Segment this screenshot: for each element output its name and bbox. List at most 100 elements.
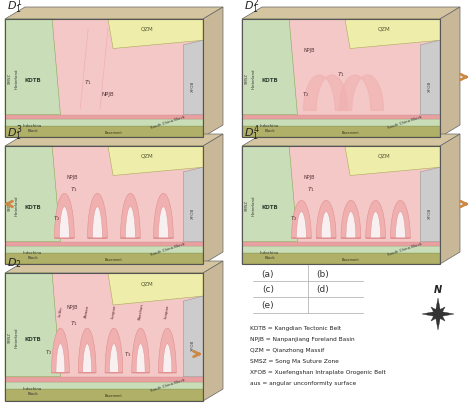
Text: Indochina
Block: Indochina Block	[260, 124, 279, 133]
Polygon shape	[108, 273, 203, 305]
Text: $D_1^2$: $D_1^2$	[244, 0, 259, 16]
Text: (b): (b)	[317, 269, 329, 278]
Polygon shape	[5, 273, 61, 377]
Polygon shape	[5, 147, 61, 242]
Polygon shape	[105, 328, 123, 373]
Text: $D_1^3$: $D_1^3$	[7, 123, 23, 143]
Text: $T_1$: $T_1$	[307, 184, 315, 193]
Text: Basement: Basement	[342, 130, 360, 135]
Text: $D_2$: $D_2$	[7, 256, 22, 270]
Text: SMSZ: SMSZ	[245, 73, 249, 84]
Polygon shape	[5, 8, 223, 20]
Polygon shape	[108, 147, 203, 176]
Text: $T_3$: $T_3$	[124, 349, 131, 358]
Polygon shape	[436, 307, 445, 316]
Polygon shape	[5, 247, 203, 254]
Polygon shape	[5, 127, 203, 138]
Text: XFOB: XFOB	[191, 339, 195, 351]
Text: South China Block: South China Block	[387, 242, 422, 256]
Text: aus = angular unconformity surface: aus = angular unconformity surface	[250, 380, 356, 385]
Polygon shape	[59, 207, 69, 238]
Polygon shape	[420, 41, 440, 115]
Text: $T_1$: $T_1$	[70, 184, 78, 193]
Polygon shape	[5, 254, 203, 264]
Text: $T_1$: $T_1$	[84, 78, 92, 87]
Text: KDTB: KDTB	[261, 77, 278, 83]
Polygon shape	[438, 311, 454, 317]
Polygon shape	[242, 115, 440, 120]
Polygon shape	[83, 344, 91, 373]
Polygon shape	[203, 8, 223, 138]
Polygon shape	[78, 328, 96, 373]
Polygon shape	[55, 194, 74, 238]
Text: $T_2$: $T_2$	[45, 347, 52, 356]
Polygon shape	[203, 261, 223, 401]
Polygon shape	[183, 168, 203, 242]
Text: XFOB: XFOB	[428, 80, 432, 92]
Text: QZM: QZM	[141, 281, 154, 286]
Polygon shape	[158, 328, 176, 373]
Polygon shape	[5, 115, 203, 120]
Polygon shape	[242, 242, 440, 247]
Polygon shape	[203, 135, 223, 264]
Polygon shape	[158, 207, 168, 238]
Polygon shape	[5, 389, 203, 401]
Polygon shape	[296, 212, 306, 238]
Text: Hinterland: Hinterland	[15, 195, 19, 216]
Text: Basement: Basement	[342, 257, 360, 261]
Text: SMSZ = Song Ma Suture Zone: SMSZ = Song Ma Suture Zone	[250, 358, 339, 363]
Text: KDTB: KDTB	[24, 77, 41, 83]
Polygon shape	[346, 212, 356, 238]
Text: KDTB: KDTB	[261, 204, 278, 209]
Polygon shape	[431, 307, 440, 316]
Polygon shape	[88, 194, 107, 238]
Text: South China Block: South China Block	[150, 377, 185, 392]
Text: KDTB = Kangdian Tectonic Belt: KDTB = Kangdian Tectonic Belt	[250, 325, 341, 330]
Polygon shape	[420, 168, 440, 242]
Text: QZM = Qianzhong Massif: QZM = Qianzhong Massif	[250, 347, 324, 352]
Text: QZM: QZM	[141, 153, 154, 159]
Polygon shape	[126, 207, 136, 238]
Text: XFOB: XFOB	[428, 207, 432, 218]
Text: Hinterland: Hinterland	[252, 195, 256, 216]
Polygon shape	[5, 147, 203, 264]
Text: Hinterland: Hinterland	[15, 69, 19, 89]
Text: Indochina
Block: Indochina Block	[23, 387, 42, 395]
Text: $T_1$: $T_1$	[70, 319, 78, 328]
Text: Luopan: Luopan	[111, 303, 117, 318]
Text: KDTB: KDTB	[24, 336, 41, 341]
Polygon shape	[154, 194, 173, 238]
Polygon shape	[292, 201, 311, 238]
Text: Basement: Basement	[105, 130, 123, 135]
Text: $T_2$: $T_2$	[290, 214, 297, 223]
Text: N: N	[434, 284, 442, 294]
Text: $D_1^1$: $D_1^1$	[7, 0, 23, 16]
Polygon shape	[242, 247, 440, 254]
Text: (d): (d)	[317, 285, 329, 294]
Polygon shape	[435, 314, 441, 330]
Text: Luopan: Luopan	[164, 303, 171, 318]
Polygon shape	[183, 41, 203, 115]
Polygon shape	[136, 344, 145, 373]
Polygon shape	[5, 135, 223, 147]
Text: SMSZ: SMSZ	[8, 332, 12, 343]
Polygon shape	[56, 344, 65, 373]
Polygon shape	[5, 20, 61, 115]
Polygon shape	[341, 201, 361, 238]
Text: SMSZ: SMSZ	[245, 200, 249, 211]
Polygon shape	[440, 135, 460, 264]
Polygon shape	[242, 135, 460, 147]
Text: NPJB: NPJB	[303, 48, 315, 53]
Text: QZM: QZM	[378, 153, 391, 159]
Text: $T_2$: $T_2$	[53, 214, 60, 223]
Text: Basement: Basement	[105, 393, 123, 397]
Polygon shape	[120, 194, 140, 238]
Polygon shape	[422, 311, 438, 317]
Polygon shape	[5, 261, 223, 273]
Text: Anwan: Anwan	[84, 303, 90, 317]
Text: (e): (e)	[262, 301, 274, 310]
Text: NPJB: NPJB	[303, 175, 315, 180]
Text: $D_1^4$: $D_1^4$	[244, 123, 260, 143]
Text: $T_1$: $T_1$	[337, 70, 345, 79]
Text: KDTB: KDTB	[24, 204, 41, 209]
